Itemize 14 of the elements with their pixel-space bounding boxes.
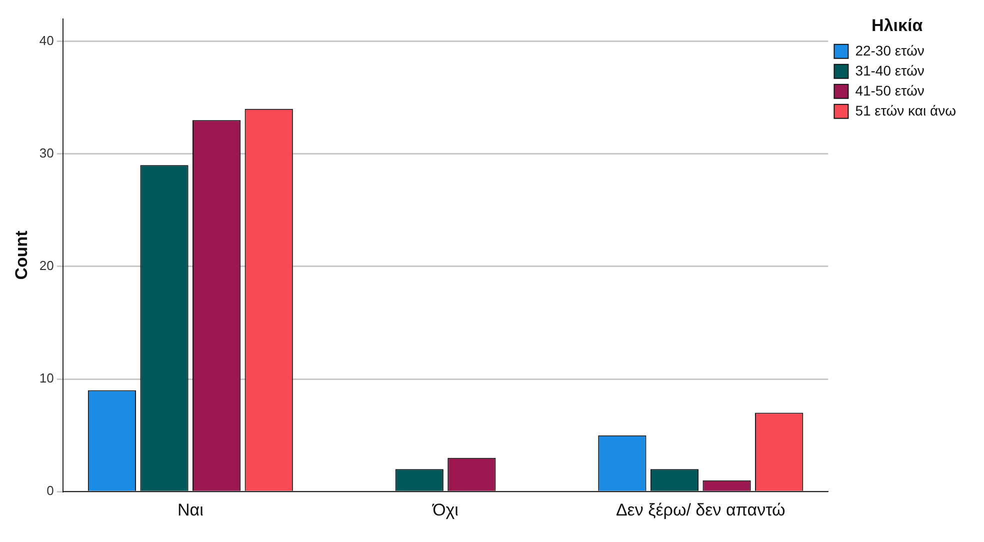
legend-label: 41-50 ετών [855,82,924,98]
y-tick-label: 20 [39,258,54,274]
x-tick-label: Ναι [177,500,204,520]
x-tick-label: Όχι [432,500,459,520]
y-tick-label: 10 [39,370,54,386]
y-tick-label: 30 [39,145,54,160]
y-tick-label: 0 [46,483,54,498]
y-tick-label: 40 [39,32,54,48]
y-axis-title: Count [12,230,31,280]
x-tick-label: Δεν ξέρω/ δεν απαντώ [616,500,786,520]
legend-title: Ηλικία [872,16,924,36]
legend-label: 31-40 ετών [855,62,924,78]
legend-label: 51 ετών και άνω [855,102,956,118]
legend-label: 22-30 ετών [855,42,924,58]
